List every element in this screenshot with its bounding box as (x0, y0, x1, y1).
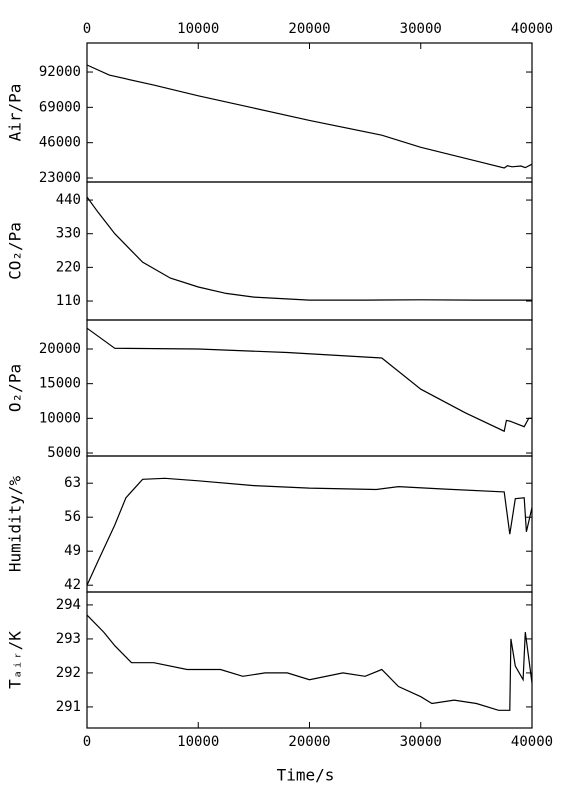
y-tick-label: 5000 (47, 445, 81, 461)
y-axis-label: Air/Pa (6, 84, 25, 142)
x-tick-label: 0 (83, 21, 91, 37)
data-line (86, 196, 532, 301)
x-tick-label: 10000 (177, 21, 219, 37)
panel-frame (86, 319, 533, 457)
y-tick-label: 56 (64, 509, 81, 525)
x-tick-label: 40000 (511, 734, 553, 750)
x-tick-label: 40000 (511, 21, 553, 37)
y-tick-label: 10000 (39, 410, 81, 426)
y-tick-label: 42 (64, 577, 81, 593)
y-tick-label: 23000 (39, 170, 81, 186)
panel-frame (86, 455, 533, 593)
x-axis-label: Time/s (277, 766, 335, 785)
y-tick-label: 20000 (39, 341, 81, 357)
y-tick-label: 294 (56, 597, 81, 613)
y-tick-label: 15000 (39, 376, 81, 392)
y-tick-label: 440 (56, 192, 81, 208)
y-tick-label: 291 (56, 699, 81, 715)
y-axis-label: Humidity/% (6, 475, 25, 572)
x-tick-label: 0 (83, 734, 91, 750)
x-tick-label: 30000 (400, 734, 442, 750)
data-line (86, 327, 532, 433)
y-tick-label: 220 (56, 259, 81, 275)
y-tick-label: 69000 (39, 99, 81, 115)
y-tick-label: 92000 (39, 64, 81, 80)
x-tick-label: 20000 (288, 734, 330, 750)
data-line (86, 64, 533, 169)
data-line (86, 614, 533, 711)
data-line (86, 477, 533, 586)
panel-frame (86, 591, 533, 729)
y-tick-label: 330 (56, 226, 81, 242)
y-axis-label: O₂/Pa (6, 364, 25, 412)
y-tick-label: 110 (56, 293, 81, 309)
y-tick-label: 49 (64, 543, 81, 559)
y-axis-label: CO₂/Pa (6, 222, 25, 280)
x-tick-label: 30000 (400, 21, 442, 37)
x-tick-label: 10000 (177, 734, 219, 750)
panel-frame (86, 181, 533, 321)
y-tick-label: 293 (56, 631, 81, 647)
y-axis-label: Tₐᵢᵣ/K (6, 631, 25, 689)
y-tick-label: 292 (56, 665, 81, 681)
panel-frame (86, 42, 533, 183)
x-tick-label: 20000 (288, 21, 330, 37)
y-tick-label: 46000 (39, 135, 81, 151)
y-tick-label: 63 (64, 475, 81, 491)
